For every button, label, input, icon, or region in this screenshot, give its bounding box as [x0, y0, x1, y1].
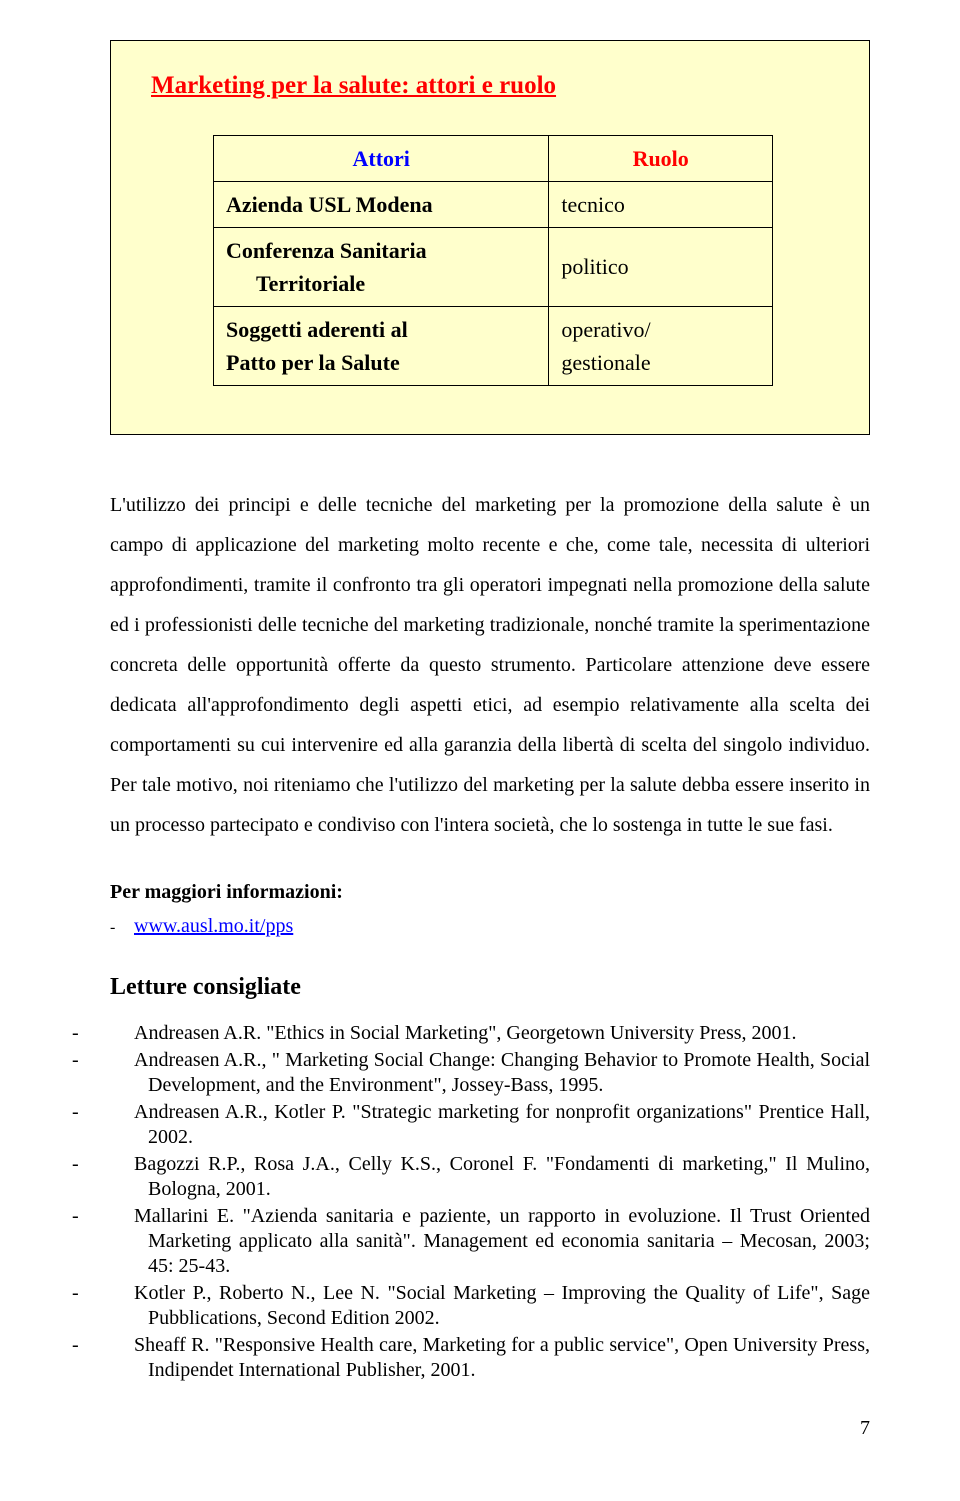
dash-icon: - [110, 1048, 134, 1073]
reference-item: -Mallarini E. "Azienda sanitaria e pazie… [110, 1204, 870, 1279]
actor-line2: Territoriale [226, 267, 536, 300]
cell-actor: Azienda USL Modena [214, 181, 549, 227]
dash-icon: - [110, 1021, 134, 1046]
reference-item: -Andreasen A.R., " Marketing Social Chan… [110, 1048, 870, 1098]
more-info-list: -www.ausl.mo.it/pps [110, 911, 870, 941]
dash-icon: - [110, 1333, 134, 1358]
actors-table: Attori Ruolo Azienda USL Modena tecnico … [213, 135, 773, 386]
ref-text: Andreasen A.R., " Marketing Social Chang… [134, 1049, 870, 1096]
dash-icon: - [110, 1281, 134, 1306]
dash-icon: - [110, 1152, 134, 1177]
dash-icon: - [110, 1100, 134, 1125]
ref-text: Sheaff R. "Responsive Health care, Marke… [134, 1334, 870, 1381]
cell-role: tecnico [549, 181, 773, 227]
infobox-table-wrap: Attori Ruolo Azienda USL Modena tecnico … [213, 135, 773, 386]
more-info-label: Per maggiori informazioni: [110, 877, 870, 907]
page-number: 7 [110, 1413, 870, 1443]
cell-role: politico [549, 227, 773, 306]
dash-icon: - [110, 1204, 134, 1229]
reference-item: -Sheaff R. "Responsive Health care, Mark… [110, 1333, 870, 1383]
infobox: Marketing per la salute: attori e ruolo … [110, 40, 870, 435]
cell-actor: Soggetti aderenti al Patto per la Salute [214, 306, 549, 385]
table-row: Azienda USL Modena tecnico [214, 181, 773, 227]
infobox-title: Marketing per la salute: attori e ruolo [151, 67, 829, 105]
ref-text: Mallarini E. "Azienda sanitaria e pazien… [134, 1205, 870, 1277]
table-row: Conferenza Sanitaria Territoriale politi… [214, 227, 773, 306]
reference-item: -Andreasen A.R., Kotler P. "Strategic ma… [110, 1100, 870, 1150]
references-list: -Andreasen A.R. "Ethics in Social Market… [110, 1021, 870, 1383]
cell-actor: Conferenza Sanitaria Territoriale [214, 227, 549, 306]
reference-item: -Andreasen A.R. "Ethics in Social Market… [110, 1021, 870, 1046]
table-row: Soggetti aderenti al Patto per la Salute… [214, 306, 773, 385]
header-ruolo: Ruolo [549, 135, 773, 181]
actor-line2: Patto per la Salute [226, 350, 400, 375]
table-header-row: Attori Ruolo [214, 135, 773, 181]
ref-text: Kotler P., Roberto N., Lee N. "Social Ma… [134, 1282, 870, 1329]
actor-line1: Conferenza Sanitaria [226, 238, 427, 263]
role-line2: gestionale [561, 350, 650, 375]
cell-role: operativo/ gestionale [549, 306, 773, 385]
ref-text: Bagozzi R.P., Rosa J.A., Celly K.S., Cor… [134, 1153, 870, 1200]
ref-text: Andreasen A.R. "Ethics in Social Marketi… [134, 1022, 797, 1044]
role-line1: operativo/ [561, 317, 650, 342]
header-attori: Attori [214, 135, 549, 181]
ref-text: Andreasen A.R., Kotler P. "Strategic mar… [134, 1101, 870, 1148]
more-info-link[interactable]: www.ausl.mo.it/pps [134, 915, 293, 937]
actor-line1: Soggetti aderenti al [226, 317, 408, 342]
reference-item: -Kotler P., Roberto N., Lee N. "Social M… [110, 1281, 870, 1331]
letture-title: Letture consigliate [110, 969, 870, 1005]
reference-item: -Bagozzi R.P., Rosa J.A., Celly K.S., Co… [110, 1152, 870, 1202]
body-paragraph: L'utilizzo dei principi e delle tecniche… [110, 485, 870, 845]
dash-icon: - [110, 916, 134, 940]
